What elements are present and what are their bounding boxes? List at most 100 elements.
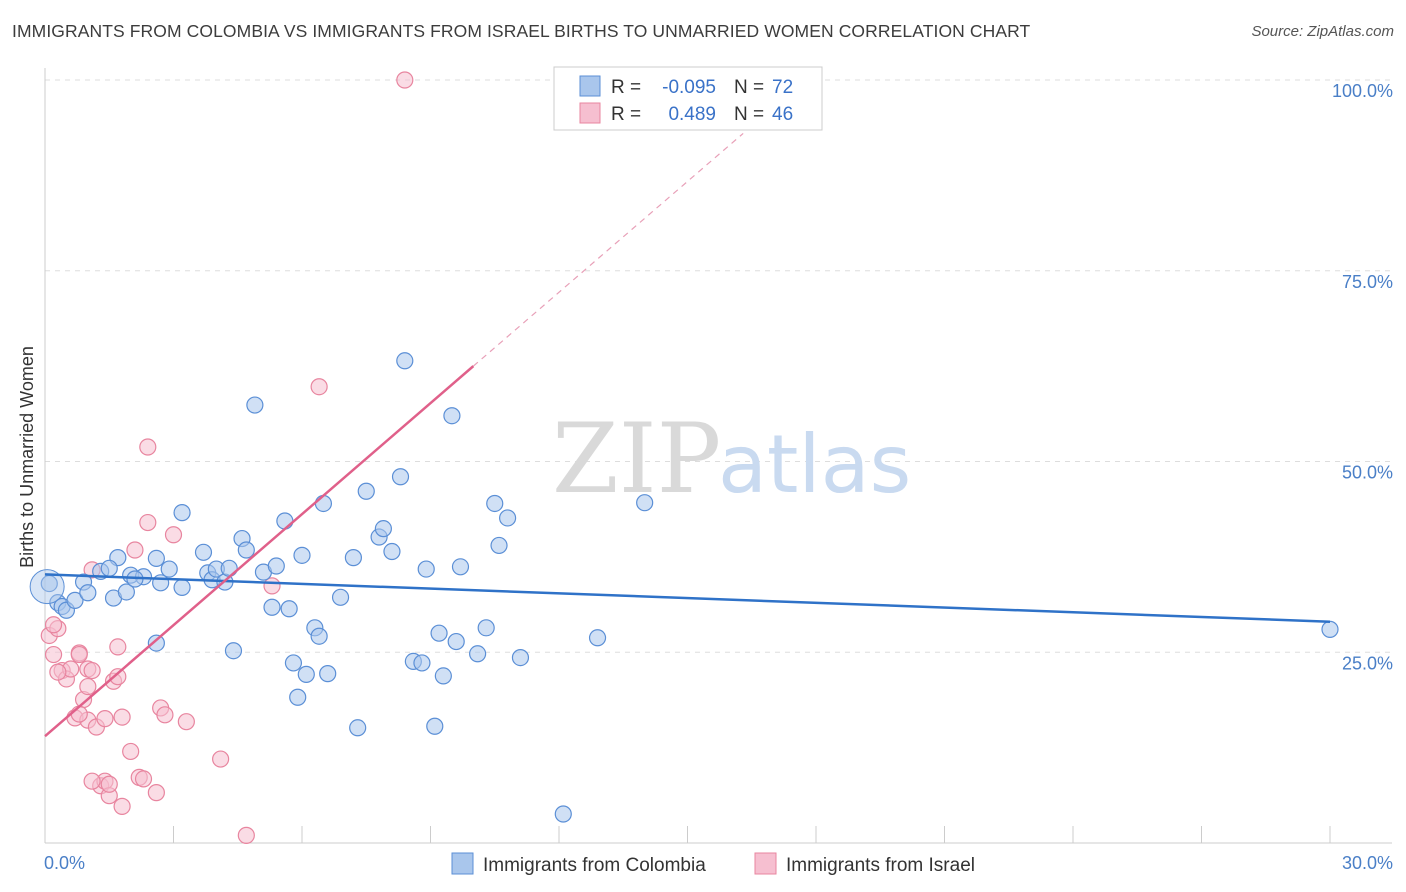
israel-point (126, 541, 144, 559)
legend-n-value-israel: 46 (772, 104, 793, 125)
watermark-atlas: atlas (718, 418, 911, 511)
colombia-point (451, 558, 470, 576)
correlation-legend: R = -0.095 N = 72 R = 0.489 N = 46 (553, 66, 823, 131)
colombia-point (486, 494, 504, 513)
colombia-point (636, 494, 654, 512)
israel-point (212, 750, 230, 768)
y-tick-label: 50.0% (1342, 463, 1393, 483)
x-tick-labels: 0.0% 30.0% (44, 853, 1393, 873)
colombia-point (66, 591, 84, 609)
y-tick-label: 100.0% (1332, 81, 1393, 101)
colombia-point (319, 665, 337, 683)
colombia-trend-line (44, 573, 1331, 623)
colombia-point (79, 584, 97, 602)
colombia-point (297, 665, 315, 683)
colombia-point (426, 717, 444, 735)
colombia-point (588, 629, 607, 647)
colombia-point (289, 688, 307, 706)
israel-point (134, 770, 153, 788)
israel-point (147, 784, 165, 802)
israel-point (113, 708, 131, 726)
colombia-point (417, 560, 435, 578)
colombia-point (147, 549, 165, 568)
israel-point (237, 826, 255, 844)
bottom-legend-label-israel: Immigrants from Israel (786, 855, 975, 876)
israel-point (44, 616, 63, 634)
colombia-point (284, 654, 303, 672)
legend-swatch-israel (579, 102, 601, 124)
colombia-point (443, 407, 461, 425)
y-tick-labels: 25.0% 50.0% 75.0% 100.0% (1332, 81, 1393, 673)
colombia-point (490, 536, 508, 555)
series-colombia-points (29, 352, 1339, 823)
colombia-point (310, 627, 328, 645)
colombia-point (469, 645, 487, 663)
colombia-point (391, 468, 410, 486)
colombia-point (147, 634, 165, 652)
israel-point (396, 71, 414, 89)
israel-point (100, 775, 118, 793)
colombia-point (396, 352, 414, 370)
chart-title: IMMIGRANTS FROM COLOMBIA VS IMMIGRANTS F… (12, 21, 1031, 41)
colombia-point (173, 504, 191, 522)
colombia-point (349, 719, 367, 737)
bottom-legend-swatch-colombia (451, 852, 474, 875)
colombia-point (554, 805, 572, 823)
colombia-point (280, 600, 298, 618)
israel-point (139, 513, 157, 532)
watermark-zip: ZIP (552, 403, 721, 515)
colombia-point (314, 494, 333, 513)
israel-point (79, 677, 97, 696)
colombia-point (434, 667, 452, 685)
bottom-legend-label-colombia: Immigrants from Colombia (483, 855, 706, 876)
colombia-point (344, 549, 362, 567)
israel-point (156, 706, 174, 724)
colombia-point (160, 560, 178, 578)
colombia-point (237, 541, 255, 559)
watermark: ZIP atlas (552, 403, 911, 515)
colombia-point (413, 654, 431, 672)
israel-point (44, 645, 63, 664)
israel-point (83, 772, 101, 790)
x-tick-label: 0.0% (44, 853, 85, 873)
legend-n-label-colombia: N = (734, 77, 764, 98)
colombia-point (276, 512, 294, 530)
israel-point (310, 378, 328, 396)
colombia-point (293, 546, 311, 564)
israel-trend-line (44, 365, 475, 738)
colombia-point (194, 543, 213, 561)
y-axis-label: Births to Unmarried Women (17, 346, 37, 568)
axes (44, 68, 1392, 844)
israel-point (49, 663, 67, 681)
colombia-point (430, 624, 448, 642)
colombia-point (357, 482, 375, 500)
legend-r-label-colombia: R = (611, 77, 641, 98)
colombia-point (511, 648, 530, 667)
colombia-point (331, 588, 350, 606)
colombia-point (220, 559, 238, 577)
y-tick-label: 25.0% (1342, 653, 1393, 673)
israel-point (70, 645, 88, 664)
grid-lines (45, 79, 1392, 653)
y-tick-label: 75.0% (1342, 272, 1393, 292)
colombia-point (246, 396, 264, 414)
israel-point (263, 577, 281, 595)
colombia-point (263, 598, 281, 616)
israel-point (139, 438, 157, 456)
bottom-legend-swatch-israel (754, 852, 777, 875)
israel-point (122, 742, 140, 761)
israel-point (109, 638, 127, 656)
colombia-point (117, 583, 135, 601)
series-legend: Immigrants from Colombia Immigrants from… (451, 852, 975, 876)
legend-r-value-israel: 0.489 (668, 104, 716, 125)
colombia-point (173, 578, 191, 596)
x-tick-label: 30.0% (1342, 853, 1393, 873)
colombia-cluster-point (29, 569, 65, 605)
israel-trend-extension (472, 132, 744, 367)
legend-swatch-colombia (579, 75, 601, 97)
israel-point (96, 710, 114, 728)
legend-r-value-colombia: -0.095 (662, 77, 716, 98)
trend-lines (44, 132, 1331, 738)
colombia-point (383, 542, 401, 561)
